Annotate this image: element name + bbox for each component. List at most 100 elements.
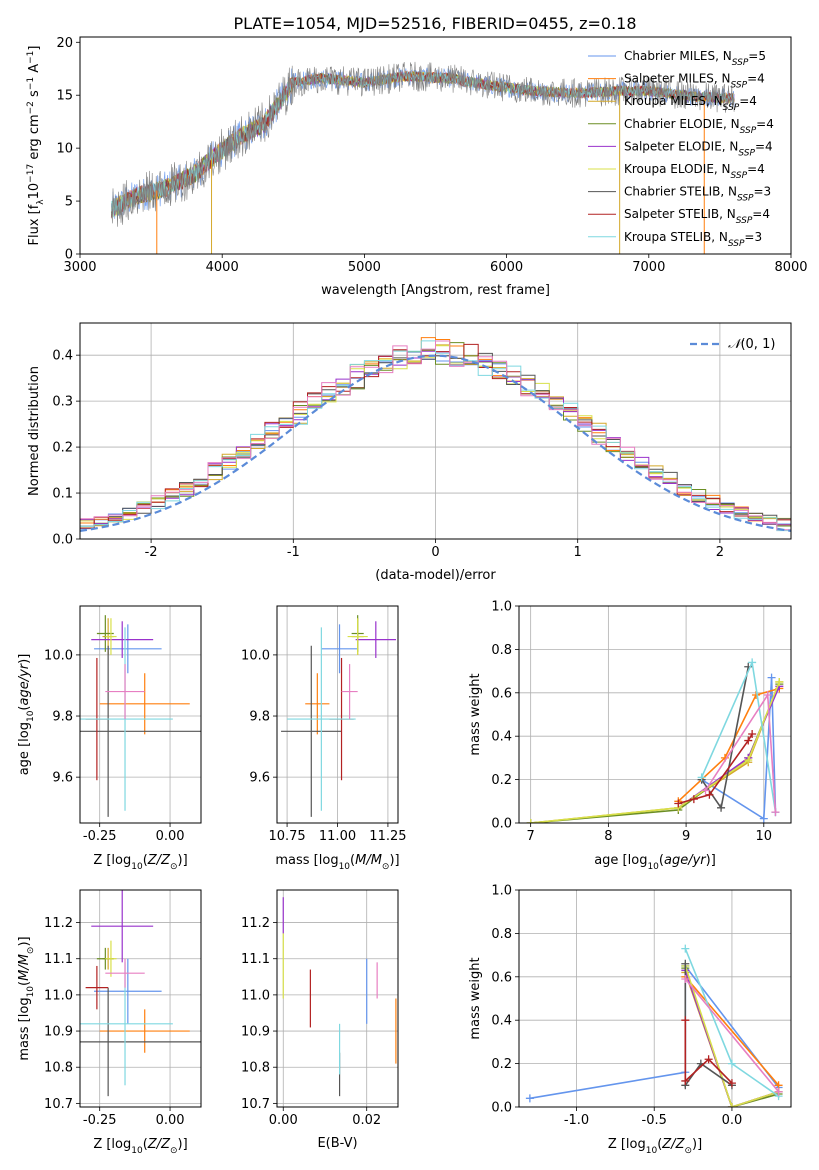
x-tick-label: -0.25 (83, 1113, 117, 1128)
y-tick-label: 0.8 (491, 643, 512, 658)
grid (277, 606, 398, 823)
ticks: -0.25 0.00 9.6 9.8 10.0 (44, 648, 184, 844)
y-axis-label-part: erg cm (27, 114, 42, 163)
y-tick-label: 10.8 (44, 1061, 73, 1076)
weight-marker (775, 677, 784, 686)
weight-marker (727, 1059, 736, 1068)
axes-frame (79, 36, 792, 255)
x-axis-label-part: Z [log (608, 1137, 646, 1152)
x-tick-label: -0.5 (642, 1113, 667, 1128)
y-axis-label-part: A (27, 64, 42, 77)
ticks: 3000 4000 5000 6000 7000 8000 0 5 10 15 20 (56, 36, 807, 275)
y-tick-label: 0.2 (491, 773, 512, 788)
weight-line (701, 677, 777, 821)
y-tick-label: 0.4 (491, 1014, 512, 1029)
ticks: 10.75 11.00 11.25 9.6 9.8 10.0 (241, 648, 406, 844)
x-tick-label: 0.00 (156, 829, 185, 844)
z-weight-panel: -1.0 -0.5 0.0 0.0 0.2 0.4 0.6 0.8 1.0 mass weight… (468, 884, 792, 1156)
weight-marker (697, 773, 706, 782)
x-axis-label-part: ( (350, 853, 355, 868)
legend-entry-part: =4 (747, 162, 765, 176)
y-tick-label: 0.2 (491, 1057, 512, 1072)
x-axis-label: age [log10(age/yr)] (594, 853, 716, 872)
y-tick-label: 1.0 (491, 600, 512, 615)
residuals-panel: -2 -1 0 1 2 0.0 0.1 0.2 0.3 0.4 (data-model)/error… (27, 322, 792, 583)
legend-entry-part: Kroupa MILES, N (624, 94, 723, 108)
legend-entry-part: =5 (748, 49, 766, 63)
legend-entry-part: =4 (739, 94, 757, 108)
y-tick-label: 10 (56, 142, 73, 157)
x-axis-label-part: 10 (646, 1146, 658, 1156)
grid (80, 606, 201, 823)
grid (277, 890, 398, 1107)
y-axis-label-part: 10 (27, 183, 42, 200)
x-tick-label: 10.75 (268, 829, 305, 844)
y-tick-label: 11.1 (241, 952, 270, 967)
weight-marker (681, 1016, 690, 1025)
x-tick-label: 4000 (206, 260, 239, 275)
y-axis-label-part: −1 (26, 77, 36, 90)
x-axis-label-part: Z/Z (147, 853, 171, 868)
grid (519, 605, 791, 824)
weight-marker (689, 795, 698, 804)
y-axis-label: mass weight (468, 957, 483, 1039)
weight-marker (748, 658, 757, 667)
x-tick-label: 7000 (632, 260, 665, 275)
figure-title: PLATE=1054, MJD=52516, FIBERID=0455, z=0… (233, 14, 636, 33)
y-tick-label: 9.6 (249, 771, 270, 786)
y-axis-label-part: ] (27, 46, 42, 51)
ticks: 7 8 9 10 0.0 0.2 0.4 0.6 0.8 1.0 (491, 600, 772, 845)
legend-entry-part: =4 (756, 117, 774, 131)
legend-entry-part: =3 (744, 230, 762, 244)
y-axis-label-part: age/yr (17, 662, 32, 705)
x-tick-label: 11.25 (369, 829, 406, 844)
legend-entry-part: =4 (752, 207, 770, 221)
x-axis-label-part: ( (659, 853, 664, 868)
x-axis-label-part: ⊙ (382, 862, 390, 872)
legend-entry-part: Kroupa ELODIE, N (624, 162, 731, 176)
y-axis-label-part: −17 (26, 164, 36, 183)
y-tick-label: 10.0 (241, 648, 270, 663)
y-axis-label-part: mass [log (17, 997, 32, 1060)
y-axis-label: mass weight (468, 673, 483, 755)
legend-entry: Kroupa MILES, NSSP=4 (624, 94, 757, 113)
y-tick-label: 0.4 (52, 349, 73, 364)
x-axis-label: Z [log10(Z/Z⊙)] (93, 853, 187, 872)
weight-line (684, 963, 733, 1088)
y-tick-label: 0.6 (491, 686, 512, 701)
axes-frame (79, 889, 202, 1108)
grid (519, 889, 791, 1108)
x-tick-label: -1.0 (564, 1113, 589, 1128)
y-tick-label: 15 (56, 89, 73, 104)
y-axis-label: Flux [fλ10−17 erg cm−2 s−1 A−1] (26, 46, 46, 246)
x-axis-label: (data-model)/error (375, 568, 496, 583)
x-axis-label-part: ( (143, 853, 148, 868)
histogram-salpeter-extra (80, 340, 791, 531)
legend-entry-part: SSP (736, 216, 753, 226)
weight-marker (748, 730, 757, 739)
plot-area (282, 897, 397, 1097)
weight-marker (717, 803, 726, 812)
legend-entry: 𝒩(0, 1) (728, 337, 775, 352)
x-axis-label-part: 10 (647, 862, 659, 872)
x-tick-label: 6000 (490, 260, 523, 275)
plot-area (281, 615, 396, 817)
legend-entry: Kroupa STELIB, NSSP=3 (624, 230, 762, 249)
legend-entry-part: SSP (731, 81, 748, 91)
legend-entry-part: Salpeter MILES, N (624, 72, 731, 86)
plot-area (80, 890, 201, 1097)
legend-entry: Chabrier STELIB, NSSP=3 (624, 185, 771, 204)
legend-entry-part: SSP (740, 126, 757, 136)
y-tick-label: 0.3 (52, 395, 73, 410)
weight-marker (759, 814, 768, 823)
x-tick-label: 2 (716, 545, 724, 560)
y-tick-label: 0.1 (52, 487, 73, 502)
x-axis-label-part: ⊙ (170, 862, 178, 872)
weight-marker (681, 974, 690, 983)
ebv-mass-panel: 0.00 0.02 10.7 10.8 10.9 11.0 11.1 11.2 E(B-V) (241, 889, 399, 1151)
y-axis-label-part: s (27, 90, 42, 101)
x-axis-label: wavelength [Angstrom, rest frame] (321, 283, 550, 298)
weight-line (684, 1020, 733, 1084)
